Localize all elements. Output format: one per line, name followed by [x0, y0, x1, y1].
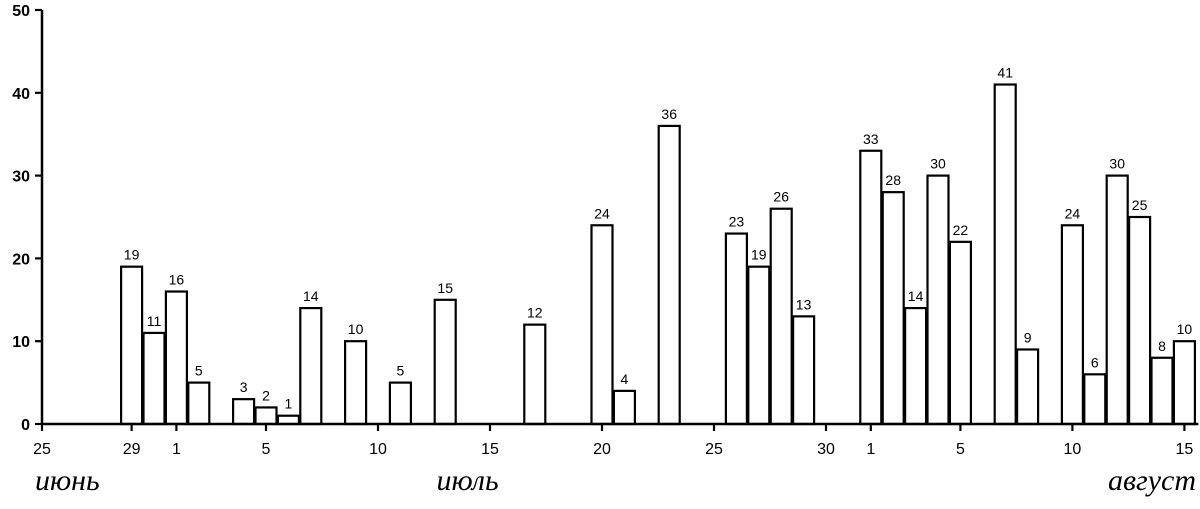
bar-28 [1105, 174, 1129, 426]
bar-26 [1060, 224, 1085, 426]
bar-value-label-22: 30 [930, 156, 946, 172]
x-tick-label-0: 25 [33, 441, 51, 458]
bar-value-label-8: 10 [348, 321, 364, 337]
month-label-2: август [1108, 464, 1196, 497]
bar-value-label-3: 5 [195, 363, 203, 379]
bar-1 [142, 331, 166, 426]
y-tick-label-2: 20 [12, 251, 30, 268]
bar-5 [254, 406, 278, 426]
bar-value-label-24: 41 [997, 65, 1013, 81]
bar-31 [1172, 340, 1197, 426]
bar-value-label-16: 19 [751, 247, 767, 263]
y-tick-label-4: 40 [12, 86, 30, 103]
bar-value-label-0: 19 [124, 247, 140, 263]
bar-13 [612, 389, 637, 426]
bar-value-label-12: 24 [594, 205, 610, 221]
bar-23 [948, 240, 973, 426]
bar-value-label-26: 24 [1065, 205, 1081, 221]
y-tick-label-5: 50 [12, 3, 30, 20]
bar-value-label-29: 25 [1132, 197, 1148, 213]
bar-value-label-2: 16 [169, 272, 185, 288]
x-tick-label-10: 5 [956, 441, 965, 458]
bar-value-label-27: 6 [1091, 354, 1099, 370]
bar-20 [881, 191, 905, 426]
bar-14 [657, 124, 681, 426]
bar-value-label-13: 4 [621, 371, 629, 387]
labels-layer: 1911165321141051512244362319261333281430… [12, 3, 1196, 497]
bar-value-label-17: 26 [773, 189, 789, 205]
bar-value-label-5: 2 [262, 387, 270, 403]
y-tick-label-3: 30 [12, 169, 30, 186]
bar-12 [590, 224, 614, 426]
x-tick-label-12: 15 [1176, 441, 1194, 458]
bar-15 [724, 232, 749, 426]
bar-21 [903, 306, 928, 426]
y-tick-label-1: 10 [12, 334, 30, 351]
bar-value-label-6: 1 [285, 396, 293, 412]
x-tick-label-4: 10 [369, 441, 387, 458]
bar-value-label-21: 14 [908, 288, 924, 304]
bar-4 [232, 398, 256, 426]
x-tick-label-1: 29 [123, 441, 141, 458]
bar-value-label-23: 22 [953, 222, 969, 238]
bar-value-label-18: 13 [796, 296, 812, 312]
bar-value-label-20: 28 [885, 172, 901, 188]
bar-19 [859, 149, 883, 426]
bar-0 [119, 265, 144, 426]
bar-value-label-10: 15 [437, 280, 453, 296]
x-tick-label-5: 15 [481, 441, 499, 458]
bar-17 [769, 207, 793, 426]
bar-7 [299, 306, 323, 426]
month-label-0: июнь [35, 464, 100, 497]
bar-18 [791, 315, 816, 426]
y-tick-label-0: 0 [21, 417, 30, 434]
x-tick-label-9: 1 [866, 441, 875, 458]
bars-layer [119, 83, 1197, 426]
bar-value-label-31: 10 [1177, 321, 1193, 337]
bar-value-label-28: 30 [1109, 156, 1125, 172]
bar-27 [1083, 373, 1107, 426]
bar-value-label-30: 8 [1158, 338, 1166, 354]
bar-25 [1015, 348, 1040, 426]
axes-layer [35, 8, 1199, 431]
x-tick-label-7: 25 [705, 441, 723, 458]
bar-value-label-4: 3 [240, 379, 248, 395]
bar-30 [1150, 356, 1174, 426]
bar-3 [187, 381, 211, 426]
x-tick-label-11: 10 [1064, 441, 1082, 458]
bar-value-label-19: 33 [863, 131, 879, 147]
bar-value-label-9: 5 [397, 363, 405, 379]
bar-value-label-11: 12 [527, 305, 543, 321]
bar-16 [747, 265, 771, 426]
bar-22 [926, 174, 950, 426]
bar-24 [993, 83, 1017, 426]
bar-2 [164, 290, 188, 426]
bar-value-label-7: 14 [303, 288, 319, 304]
bar-value-label-25: 9 [1024, 329, 1032, 345]
bar-9 [388, 381, 412, 426]
x-tick-label-6: 20 [593, 441, 611, 458]
month-label-1: июль [437, 464, 499, 497]
x-tick-label-3: 5 [262, 441, 271, 458]
bar-8 [344, 340, 368, 426]
x-tick-label-2: 1 [172, 441, 181, 458]
bar-value-label-14: 36 [661, 106, 677, 122]
bar-value-label-15: 23 [729, 214, 745, 230]
x-tick-label-8: 30 [817, 441, 835, 458]
bar-11 [523, 323, 547, 426]
bar-29 [1127, 215, 1152, 426]
bar-value-label-1: 11 [147, 313, 162, 329]
bar-10 [433, 298, 457, 426]
